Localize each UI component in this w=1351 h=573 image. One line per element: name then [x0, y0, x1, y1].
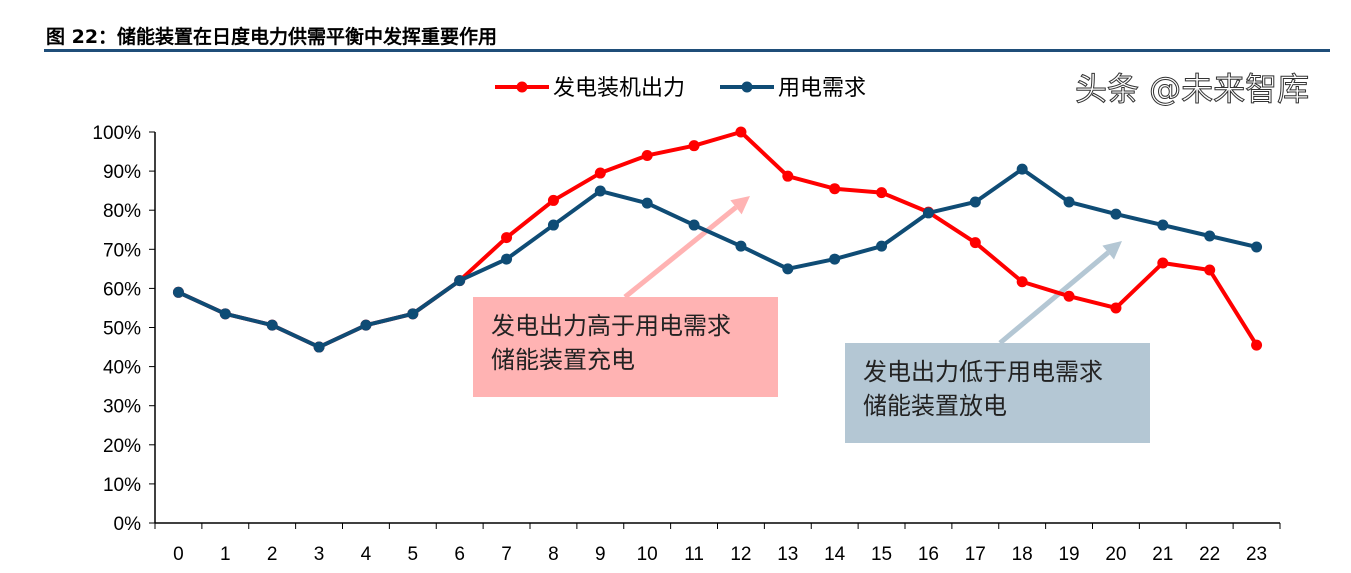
y-tick-label: 80% — [103, 201, 141, 222]
annotation-arrow — [623, 205, 738, 299]
data-point — [1251, 339, 1263, 351]
y-tick-label: 0% — [114, 514, 142, 535]
data-point — [1110, 302, 1122, 314]
watermark: 头条 @未来智库 — [1075, 70, 1309, 108]
arrow-head — [1102, 241, 1122, 260]
annotation-box — [473, 297, 778, 397]
y-tick-label: 90% — [103, 162, 141, 183]
data-point — [829, 183, 841, 195]
data-point — [876, 240, 888, 252]
y-tick-label: 40% — [103, 358, 141, 379]
data-point — [454, 275, 466, 287]
x-tick-label: 19 — [1058, 544, 1079, 565]
x-tick-label: 9 — [595, 544, 606, 565]
x-tick-label: 15 — [871, 544, 892, 565]
data-point — [641, 197, 653, 209]
data-point — [547, 194, 559, 206]
x-tick-label: 7 — [501, 544, 512, 565]
data-point — [969, 196, 981, 208]
data-point — [407, 308, 419, 320]
data-point — [876, 187, 888, 199]
x-tick-label: 17 — [965, 544, 986, 565]
data-point — [1157, 257, 1169, 269]
data-point — [1204, 230, 1216, 242]
annotation-text: 发电出力低于用电需求 — [863, 358, 1103, 386]
data-point — [1204, 264, 1216, 276]
data-point — [219, 308, 231, 320]
x-tick-label: 1 — [220, 544, 231, 565]
legend-label: 发电装机出力 — [553, 76, 685, 101]
data-point — [969, 237, 981, 249]
data-point — [688, 140, 700, 152]
x-tick-label: 6 — [454, 544, 465, 565]
x-tick-label: 12 — [730, 544, 751, 565]
data-point — [1016, 163, 1028, 175]
y-tick-label: 10% — [103, 475, 141, 496]
y-tick-label: 20% — [103, 436, 141, 457]
legend-label: 用电需求 — [778, 76, 866, 101]
data-point — [735, 240, 747, 252]
x-tick-label: 20 — [1105, 544, 1126, 565]
x-tick-label: 21 — [1152, 544, 1173, 565]
data-point — [266, 319, 278, 331]
data-point — [501, 232, 513, 244]
data-point — [1110, 208, 1122, 220]
x-tick-label: 23 — [1246, 544, 1267, 565]
data-point — [735, 126, 747, 138]
data-point — [829, 253, 841, 265]
data-point — [922, 207, 934, 219]
x-tick-label: 13 — [777, 544, 798, 565]
y-tick-label: 30% — [103, 397, 141, 418]
arrow-head — [730, 196, 750, 215]
data-point — [1016, 276, 1028, 288]
data-point — [782, 170, 794, 182]
y-tick-label: 50% — [103, 319, 141, 340]
annotation-arrow — [998, 250, 1110, 345]
x-tick-label: 2 — [267, 544, 278, 565]
x-tick-label: 22 — [1199, 544, 1220, 565]
data-point — [1251, 241, 1263, 253]
data-point — [1157, 219, 1169, 231]
x-tick-label: 11 — [684, 544, 704, 565]
x-tick-label: 3 — [314, 544, 325, 565]
data-point — [594, 167, 606, 179]
figure-title: 图 22：储能装置在日度电力供需平衡中发挥重要作用 — [46, 26, 498, 48]
data-point — [594, 185, 606, 197]
x-tick-label: 18 — [1012, 544, 1033, 565]
series-line-1 — [177, 167, 1258, 350]
data-point — [1063, 290, 1075, 302]
data-point — [688, 219, 700, 231]
y-tick-label: 60% — [103, 279, 141, 300]
annotation-box — [845, 343, 1150, 443]
x-tick-label: 16 — [918, 544, 939, 565]
annotation-text: 储能装置放电 — [863, 392, 1007, 420]
x-tick-label: 14 — [824, 544, 846, 565]
y-tick-label: 100% — [92, 123, 141, 144]
x-tick-label: 8 — [548, 544, 559, 565]
legend-marker — [741, 81, 753, 93]
data-point — [547, 219, 559, 231]
annotation-text: 储能装置充电 — [491, 346, 635, 374]
data-point — [360, 319, 372, 331]
y-tick-label: 70% — [103, 240, 141, 261]
legend-marker — [516, 81, 528, 93]
x-tick-label: 0 — [173, 544, 184, 565]
data-point — [313, 341, 325, 353]
data-point — [501, 253, 513, 265]
x-tick-label: 5 — [408, 544, 419, 565]
data-point — [1063, 196, 1075, 208]
x-tick-label: 4 — [361, 544, 372, 565]
title-rule — [44, 49, 1330, 52]
data-point — [782, 263, 794, 275]
annotation-text: 发电出力高于用电需求 — [491, 312, 731, 340]
data-point — [172, 286, 184, 298]
x-tick-label: 10 — [637, 544, 658, 565]
data-point — [641, 149, 653, 161]
